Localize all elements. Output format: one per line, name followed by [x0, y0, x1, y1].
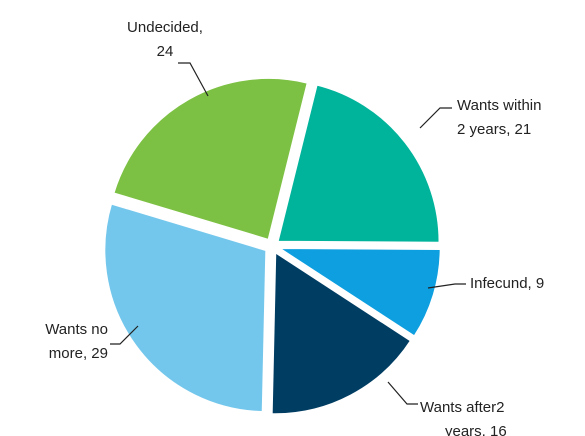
leader-line [387, 381, 418, 405]
pie-slice [270, 250, 413, 416]
data-label: Wants within [457, 97, 541, 114]
data-label: 2 years, 21 [457, 121, 531, 138]
data-label: more, 29 [49, 345, 108, 362]
data-label: Wants after2 [420, 399, 504, 416]
data-label: 24 [157, 43, 174, 60]
data-label: Undecided, [127, 19, 203, 36]
data-label: years, 16 [445, 423, 507, 436]
data-label: Infecund, 9 [470, 275, 544, 292]
leader-line [178, 62, 209, 97]
leader-line [427, 283, 466, 289]
leader-line [110, 325, 139, 345]
leader-line [419, 107, 452, 129]
pie-slice [112, 76, 309, 242]
pie-slice [276, 83, 441, 244]
pie-slice [275, 246, 442, 338]
data-label: Wants no [45, 321, 108, 338]
pie-slice [103, 202, 268, 414]
